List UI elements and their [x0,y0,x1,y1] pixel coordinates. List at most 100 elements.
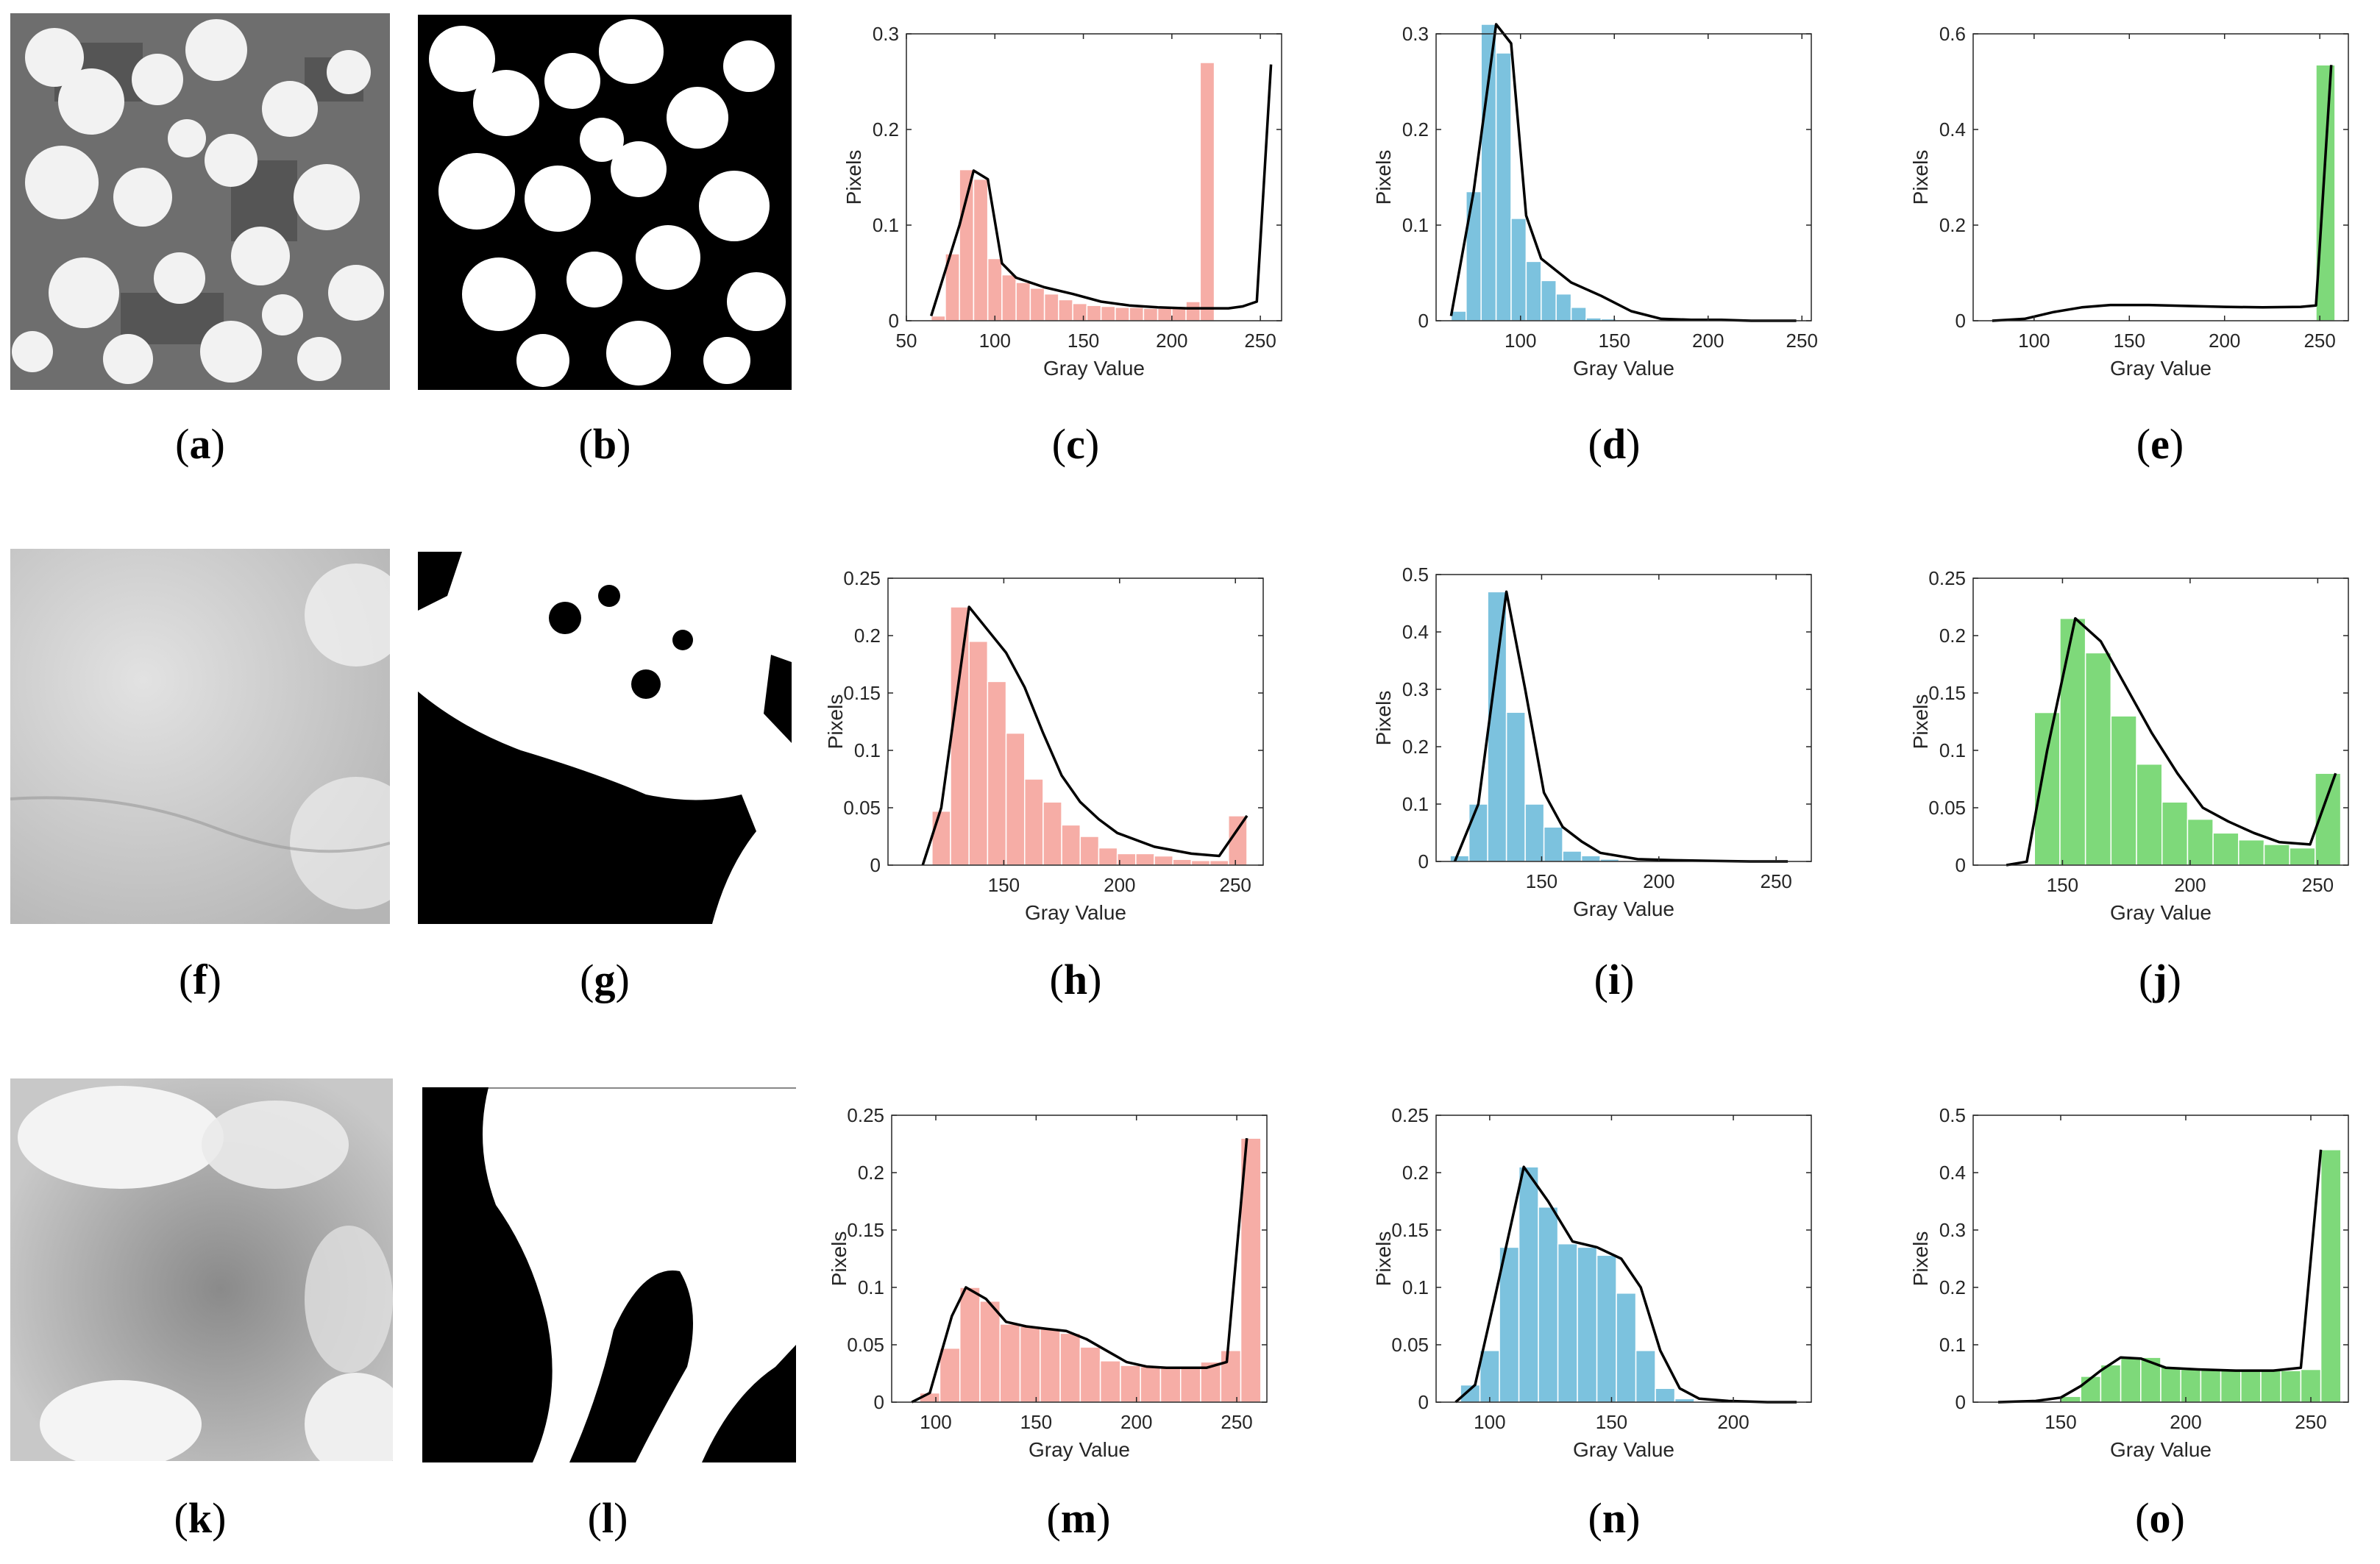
y-tick-label-n-5: 0.25 [1391,1104,1429,1126]
axes-box-m [891,1115,1268,1403]
axes-box-i [1435,574,1812,862]
y-tick-label-o-1: 0.1 [1939,1334,1966,1356]
y-tick-label-m-3: 0.15 [847,1219,884,1241]
bar-m-15 [1220,1350,1242,1403]
bar-m-10 [1120,1365,1141,1403]
bar-n-9 [1635,1350,1656,1403]
y-tick-label-i-4: 0.4 [1402,621,1429,643]
histogram-n: 100 150 200 0 0.05 0.1 0.15 0.2 0.25 Gray Value Pi… [1368,1096,1832,1479]
bar-o-13 [2320,1149,2342,1403]
bar-j-7 [2212,832,2239,866]
histogram-h: 150 200 250 0 0.05 0.1 0.15 0.2 0.25 Gray Value Pi… [820,559,1284,942]
bar-c-19 [1199,62,1215,321]
bar-i-4 [1524,803,1545,862]
bar-j-5 [2161,801,2189,866]
bar-h-3 [987,680,1007,866]
caption-l: (l) [587,1494,628,1542]
x-tick-label-i-1: 200 [1643,870,1674,892]
x-tick-label-m-3: 250 [1221,1411,1252,1433]
histogram-d: 100 150 200 250 0 0.1 0.2 0.3 Gray Value Pixels [1368,15,1832,397]
density-curve-n [1454,1165,1797,1404]
density-curve-c [930,64,1273,317]
axes-box-j [1972,577,2349,866]
axes-box-n [1435,1115,1812,1403]
y-tick-label-o-0: 0 [1955,1391,1966,1413]
y-tick-label-o-3: 0.3 [1939,1219,1966,1241]
y-tick-label-e-2: 0.4 [1939,118,1966,141]
bar-c-10 [1072,302,1088,321]
caption-e: (e) [2136,420,2184,468]
histogram-e: 100 150 200 250 0 0.2 0.4 0.6 Gray Value Pixels [1905,15,2369,397]
y-tick-label-j-1: 0.05 [1928,797,1966,819]
bar-j-1 [2059,617,2086,866]
histogram-j: 150 200 250 0 0.05 0.1 0.15 0.2 0.25 Gray Value Pi… [1905,559,2369,942]
bar-c-6 [1015,282,1031,321]
y-tick-label-d-2: 0.2 [1402,118,1429,141]
bar-j-9 [2263,844,2290,866]
image-f-haze [10,549,390,924]
x-axis-title-e: Gray Value [2110,357,2212,380]
bar-c-8 [1043,293,1059,321]
histogram-i: 150 200 250 0 0.1 0.2 0.3 0.4 0.5 Gray Value Pixel… [1368,555,1832,938]
y-tick-label-i-0: 0 [1418,850,1429,872]
x-tick-label-c-2: 150 [1068,330,1099,352]
x-tick-label-d-2: 200 [1692,330,1724,352]
bar-d-4 [1510,218,1527,321]
y-tick-label-d-1: 0.1 [1402,214,1429,236]
y-tick-label-h-0: 0 [870,854,881,876]
x-tick-label-n-1: 150 [1596,1411,1627,1433]
caption-h: (h) [1049,956,1102,1003]
bar-o-5 [2160,1365,2181,1403]
density-curve-i [1453,590,1788,863]
bar-m-12 [1159,1367,1182,1403]
y-tick-label-o-4: 0.4 [1939,1162,1966,1184]
bar-m-6 [1040,1328,1061,1403]
y-tick-label-e-3: 0.6 [1939,23,1966,45]
x-tick-label-j-1: 200 [2174,874,2206,896]
bar-h-12 [1154,855,1173,866]
bar-d-1 [1466,191,1482,321]
y-tick-label-h-2: 0.1 [854,739,881,761]
bar-c-0 [930,315,946,321]
density-curve-m [911,1138,1248,1404]
bar-n-6 [1577,1246,1598,1403]
x-tick-label-n-0: 100 [1474,1411,1505,1433]
bar-c-15 [1143,308,1159,321]
y-axis-title-c: Pixels [842,150,865,205]
bar-c-13 [1115,307,1130,321]
bar-c-11 [1086,305,1102,321]
bar-j-0 [2033,711,2061,866]
histogram-c: 50 100 150 200 250 0 0.1 0.2 0.3 Gray Value Pixels [839,15,1302,397]
y-tick-label-e-0: 0 [1955,310,1966,332]
x-tick-label-e-2: 200 [2209,330,2240,352]
histogram-o: 150 200 250 0 0.1 0.2 0.3 0.4 0.5 Gray Value Pixel… [1905,1096,2369,1479]
bar-o-6 [2180,1368,2202,1403]
x-tick-label-h-2: 250 [1220,874,1251,896]
bar-h-5 [1023,778,1044,866]
y-tick-label-c-0: 0 [889,310,899,332]
y-tick-label-m-1: 0.05 [847,1334,884,1356]
y-tick-label-m-0: 0 [874,1391,884,1413]
image-k-thick-cloud [10,1078,393,1461]
y-axis-title-j: Pixels [1909,694,1932,750]
bar-m-4 [999,1323,1021,1403]
x-tick-label-e-0: 100 [2018,330,2050,352]
y-tick-label-d-0: 0 [1418,310,1429,332]
caption-a: (a) [175,420,225,468]
x-tick-label-e-3: 250 [2303,330,2335,352]
bar-o-3 [2120,1357,2142,1403]
y-tick-label-n-1: 0.05 [1391,1334,1429,1356]
bar-n-7 [1596,1254,1617,1403]
bar-c-4 [987,257,1003,321]
y-tick-label-c-2: 0.2 [873,118,899,141]
caption-i: (i) [1594,956,1635,1003]
bar-c-14 [1129,307,1145,321]
bar-j-3 [2110,715,2137,866]
y-tick-label-m-4: 0.2 [858,1162,884,1184]
y-tick-label-m-2: 0.1 [858,1276,884,1298]
bar-j-6 [2187,818,2214,866]
y-tick-label-h-1: 0.05 [843,797,881,819]
caption-b: (b) [578,420,631,468]
x-tick-label-o-0: 150 [2045,1411,2076,1433]
bar-d-3 [1495,52,1512,321]
